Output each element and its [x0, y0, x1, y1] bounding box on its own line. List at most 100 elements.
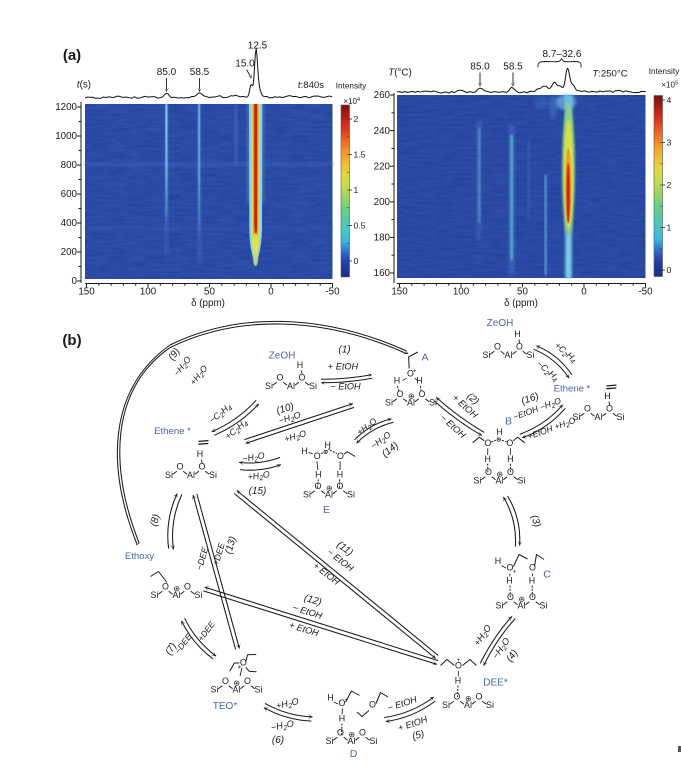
svg-text:(13): (13) — [223, 535, 238, 555]
svg-text:Al: Al — [187, 470, 195, 480]
svg-text:50: 50 — [204, 287, 215, 298]
svg-text:(3): (3) — [528, 514, 542, 529]
svg-text:Si: Si — [303, 490, 311, 500]
svg-text:2: 2 — [354, 114, 359, 124]
svg-text:A: A — [421, 352, 428, 364]
svg-text:0.5: 0.5 — [354, 221, 366, 231]
svg-text:O: O — [199, 462, 206, 472]
svg-text:Si: Si — [429, 398, 437, 408]
svg-text:100: 100 — [453, 287, 470, 298]
svg-text:H: H — [529, 576, 535, 586]
svg-text:200: 200 — [374, 197, 391, 208]
svg-text:+: + — [413, 369, 417, 375]
svg-text:-50: -50 — [638, 287, 653, 298]
svg-text:O: O — [314, 451, 321, 461]
svg-text:H: H — [301, 446, 307, 456]
svg-text:Ethene *: Ethene * — [554, 384, 591, 395]
svg-text:H: H — [315, 469, 321, 479]
svg-text:1: 1 — [354, 185, 359, 195]
svg-text:+: + — [345, 698, 349, 704]
svg-text:H: H — [416, 376, 422, 386]
svg-text:Si: Si — [486, 700, 494, 710]
svg-text:T:250°C: T:250°C — [592, 69, 627, 80]
svg-text:H: H — [339, 714, 345, 724]
svg-text:O: O — [299, 373, 306, 383]
svg-text:400: 400 — [61, 218, 78, 229]
svg-text:O: O — [485, 467, 492, 477]
svg-text:H: H — [507, 454, 513, 464]
svg-text:200: 200 — [61, 247, 78, 258]
svg-text:Al: Al — [505, 350, 513, 360]
svg-text:Al: Al — [407, 398, 415, 408]
svg-text:H: H — [394, 376, 400, 386]
svg-text:240: 240 — [374, 126, 391, 137]
svg-text:O: O — [177, 462, 184, 472]
svg-text:H: H — [327, 693, 333, 703]
svg-text:0: 0 — [354, 256, 359, 266]
svg-text:Al: Al — [348, 736, 356, 746]
svg-text:(1): (1) — [338, 345, 350, 356]
svg-text:(b): (b) — [62, 332, 81, 349]
svg-text:150: 150 — [391, 287, 408, 298]
svg-text:Si: Si — [573, 412, 581, 422]
svg-text:O: O — [184, 582, 191, 592]
svg-text:TEO*: TEO* — [213, 701, 238, 712]
svg-text:Si: Si — [209, 470, 217, 480]
svg-text:0: 0 — [72, 276, 78, 287]
svg-text:D: D — [350, 748, 358, 760]
svg-text:T(°C): T(°C) — [388, 68, 412, 79]
svg-text:+: + — [457, 658, 461, 664]
svg-text:− EtOH: − EtOH — [330, 382, 361, 392]
svg-text:δ (ppm): δ (ppm) — [504, 298, 538, 309]
svg-text:O: O — [476, 692, 483, 702]
svg-text:Al: Al — [233, 685, 241, 695]
svg-text:ZeOH: ZeOH — [487, 318, 514, 329]
svg-text:O: O — [529, 563, 536, 573]
svg-text:58.5: 58.5 — [503, 62, 523, 73]
svg-text:600: 600 — [61, 189, 78, 200]
svg-text:H: H — [514, 329, 520, 339]
svg-text:-50: -50 — [325, 287, 340, 298]
svg-text:Al: Al — [464, 700, 472, 710]
svg-text:8.7–32.6: 8.7–32.6 — [543, 49, 582, 60]
svg-text:δ (ppm): δ (ppm) — [191, 298, 225, 309]
svg-text:2: 2 — [667, 180, 672, 190]
svg-text:O: O — [507, 563, 514, 573]
svg-text:Si: Si — [255, 685, 263, 695]
svg-text:O: O — [484, 438, 491, 448]
svg-text:Intensity: Intensity — [336, 82, 367, 91]
svg-text:H: H — [455, 676, 461, 686]
svg-text:O: O — [419, 389, 426, 399]
svg-text:Si: Si — [527, 350, 535, 360]
svg-text:H: H — [324, 440, 330, 450]
svg-text:×104: ×104 — [343, 97, 360, 106]
svg-text:Si: Si — [474, 476, 482, 486]
svg-text:B: B — [505, 416, 512, 428]
svg-text:220: 220 — [374, 161, 391, 172]
svg-text:t:840s: t:840s — [298, 80, 324, 91]
svg-text:+ EtOH: + EtOH — [328, 362, 359, 372]
svg-text:0: 0 — [581, 287, 587, 298]
svg-text:Si: Si — [151, 590, 159, 600]
svg-text:O: O — [455, 661, 462, 671]
svg-text:3: 3 — [667, 138, 672, 148]
svg-text:O: O — [516, 342, 523, 352]
svg-text:Si: Si — [326, 736, 334, 746]
svg-text:50: 50 — [517, 287, 528, 298]
svg-text:O: O — [162, 582, 169, 592]
svg-text:85.0: 85.0 — [157, 67, 177, 78]
svg-text:O: O — [397, 389, 404, 399]
svg-text:Al: Al — [287, 381, 295, 391]
svg-text:Si: Si — [265, 381, 273, 391]
svg-text:O: O — [494, 342, 501, 352]
svg-text:Al: Al — [496, 476, 504, 486]
svg-text:O: O — [337, 451, 344, 461]
svg-text:H: H — [604, 391, 610, 401]
svg-text:O: O — [407, 369, 414, 379]
svg-text:Si: Si — [165, 470, 173, 480]
svg-text:1000: 1000 — [55, 131, 77, 142]
svg-text:1: 1 — [667, 223, 672, 233]
svg-text:Si: Si — [518, 476, 526, 486]
svg-text:ZeOH: ZeOH — [269, 351, 296, 362]
svg-text:Al: Al — [173, 590, 181, 600]
